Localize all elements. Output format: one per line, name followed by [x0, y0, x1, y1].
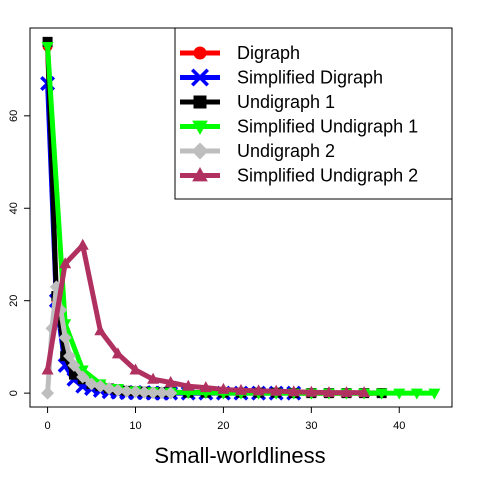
point-simplified-undigraph-2: [358, 386, 371, 398]
point-undigraph-2: [111, 383, 125, 397]
point-undigraph-2: [164, 386, 178, 400]
legend-item-digraph: Digraph: [180, 43, 300, 63]
point-simplified-undigraph-1: [410, 388, 423, 400]
y-axis: 0 20 40 60: [8, 110, 30, 396]
legend-label: Undigraph 2: [237, 141, 335, 161]
legend-item-undigraph-1: Undigraph 1: [180, 92, 335, 112]
legend-label: Undigraph 1: [237, 92, 335, 112]
point-simplified-undigraph-1: [375, 388, 388, 400]
point-simplified-undigraph-2: [94, 324, 107, 336]
legend-item-simplified-undigraph-2: Simplified Undigraph 2: [180, 166, 418, 186]
point-simplified-undigraph-1: [428, 388, 441, 400]
point-simplified-undigraph-2: [340, 386, 353, 398]
point-simplified-undigraph-2: [322, 386, 335, 398]
legend-marker: [193, 95, 207, 109]
point-undigraph-1: [42, 36, 53, 47]
point-simplified-undigraph-2: [182, 379, 195, 391]
legend-box: [174, 27, 453, 200]
series-layer: [40, 36, 441, 401]
x-tick-label: 20: [217, 420, 229, 432]
x-tick-label: 40: [393, 420, 405, 432]
point-simplified-undigraph-2: [164, 376, 177, 388]
point-simplified-undigraph-2: [59, 257, 72, 269]
point-undigraph-2: [120, 384, 134, 398]
legend-item-undigraph-2: Undigraph 2: [180, 141, 335, 161]
point-undigraph-2: [67, 358, 81, 372]
point-simplified-undigraph-2: [305, 385, 318, 397]
x-axis-title: Small-worldliness: [154, 443, 325, 468]
series-group: [40, 36, 441, 401]
legend-item-simplified-digraph: Simplified Digraph: [180, 68, 383, 88]
point-undigraph-2: [76, 370, 90, 384]
x-tick-label: 10: [129, 420, 141, 432]
legend-label: Simplified Digraph: [237, 68, 383, 88]
legend-label: Simplified Undigraph 1: [237, 117, 418, 137]
point-simplified-undigraph-2: [76, 238, 89, 250]
x-axis: 0 10 20 30 40: [45, 407, 405, 432]
y-tick-label: 40: [8, 202, 20, 214]
legend-label: Digraph: [237, 43, 300, 63]
point-undigraph-2: [63, 349, 77, 363]
legend-marker: [193, 46, 207, 60]
point-simplified-undigraph-1: [182, 388, 195, 400]
point-simplified-undigraph-2: [252, 384, 265, 396]
y-tick-label: 0: [8, 390, 20, 396]
y-tick-label: 60: [8, 110, 20, 122]
point-undigraph-2: [155, 386, 169, 400]
point-undigraph-2: [137, 385, 151, 399]
point-simplified-undigraph-2: [235, 383, 247, 395]
point-undigraph-1: [68, 369, 79, 380]
point-simplified-undigraph-2: [217, 382, 230, 394]
point-simplified-undigraph-2: [199, 381, 212, 393]
point-undigraph-2: [129, 385, 142, 399]
point-simplified-undigraph-2: [129, 363, 142, 375]
legend-item-simplified-undigraph-1: Simplified Undigraph 1: [180, 117, 418, 137]
series-undigraph-2: [41, 280, 178, 400]
point-simplified-undigraph-2: [287, 385, 300, 397]
legend-label: Simplified Undigraph 2: [237, 166, 418, 186]
y-tick-label: 20: [8, 295, 20, 307]
point-undigraph-2: [41, 386, 55, 400]
x-tick-label: 0: [45, 420, 51, 432]
point-simplified-undigraph-1: [41, 41, 54, 53]
point-simplified-undigraph-2: [270, 384, 283, 396]
point-simplified-undigraph-2: [41, 363, 54, 375]
series-simplified-undigraph-2: [41, 238, 371, 398]
point-simplified-undigraph-1: [393, 388, 406, 400]
legend-marker: [191, 142, 209, 160]
point-undigraph-2: [102, 382, 116, 396]
point-simplified-undigraph-2: [147, 372, 160, 384]
point-undigraph-2: [146, 386, 160, 400]
legend-marker: [192, 120, 208, 135]
point-undigraph-2: [58, 331, 72, 345]
legend-marker: [191, 68, 209, 87]
legend: Digraph Simplified Digraph Undigraph 1 Simp…: [174, 27, 453, 200]
legend-marker: [192, 167, 208, 182]
x-tick-label: 30: [305, 420, 317, 432]
point-simplified-undigraph-2: [111, 347, 124, 359]
